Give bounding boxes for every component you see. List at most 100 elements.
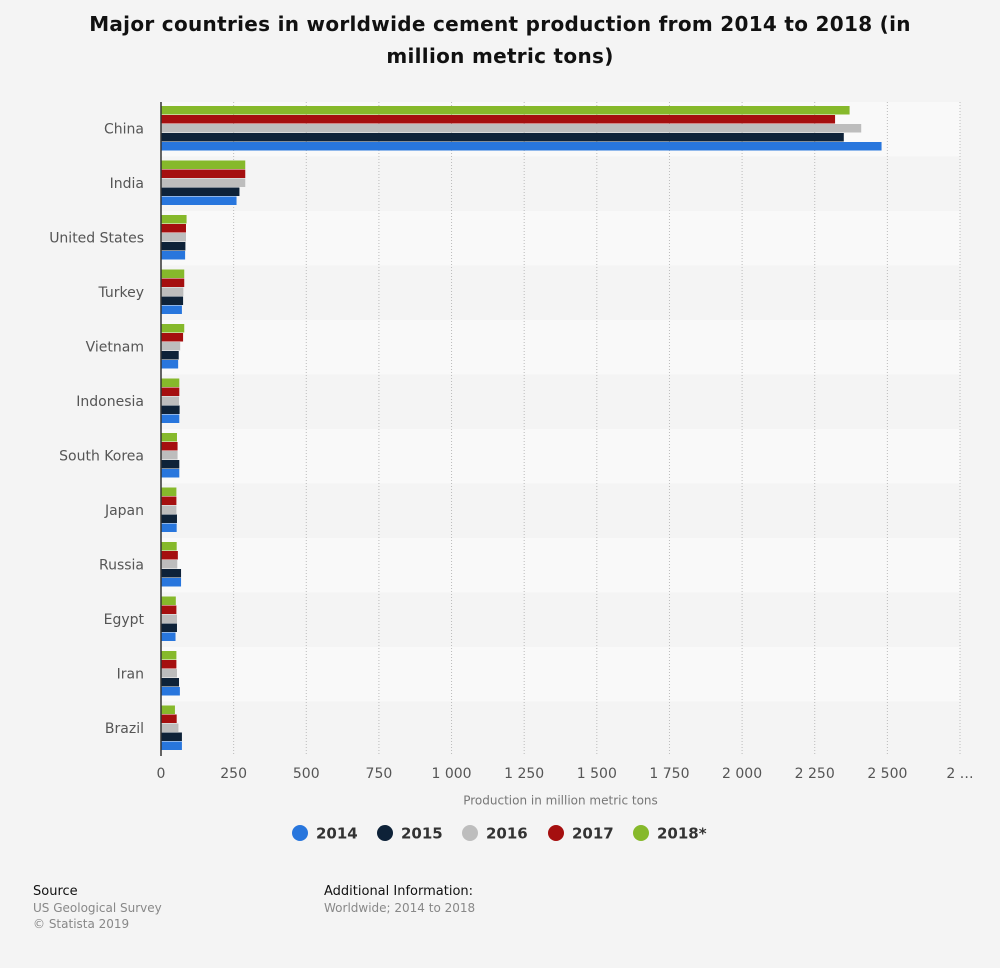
bar [161,660,177,669]
bar [161,251,186,260]
legend-marker [292,825,308,841]
y-tick-label: Indonesia [76,394,144,410]
bar [161,142,882,151]
y-tick-label: India [110,176,144,192]
legend-marker [377,825,393,841]
bar [161,578,182,587]
bar [161,451,178,460]
bar [161,469,180,478]
legend-label: 2018* [657,825,707,843]
row-band [161,429,960,484]
legend-label: 2017 [572,825,614,843]
info: Worldwide; 2014 to 2018 [324,901,476,915]
x-tick-label: 1 500 [577,766,617,782]
bar [161,324,185,333]
source-block: Source US Geological Survey © Statista 2… [33,883,162,932]
legend-marker [633,825,649,841]
bar [161,342,181,351]
bar [161,496,177,505]
bar [161,124,862,133]
x-tick-label: 1 250 [504,766,544,782]
bar [161,196,237,205]
y-tick-label: South Korea [59,448,144,464]
x-tick-label: 2 500 [867,766,907,782]
bar [161,605,177,614]
bar [161,396,180,405]
x-tick-label: 1 750 [649,766,689,782]
bar [161,414,180,423]
legend-label: 2014 [316,825,358,843]
bar [161,178,246,187]
x-tick-label: 750 [366,766,393,782]
bar [161,623,177,632]
info-title: Additional Information: [324,884,474,899]
bar [161,569,182,578]
info-block: Additional Information: Worldwide; 2014 … [324,883,475,916]
row-band [161,265,960,320]
legend-label: 2016 [486,825,528,843]
x-axis-label: Production in million metric tons [463,794,658,808]
bar [161,187,240,196]
y-tick-label: Turkey [97,285,144,301]
bar [161,433,177,442]
y-tick-label: China [104,121,144,137]
x-tick-label: 2 250 [795,766,835,782]
bar [161,215,187,224]
bar [161,305,182,314]
bar [161,160,246,169]
bar [161,596,176,605]
y-tick-label: Vietnam [86,339,144,355]
x-tick-label: 250 [220,766,247,782]
x-tick-label: 500 [293,766,320,782]
bar [161,115,836,124]
bar [161,732,182,741]
bar [161,523,177,532]
y-tick-label: United States [49,230,144,246]
bar [161,360,179,369]
bar [161,460,180,469]
y-tick-label: Egypt [104,612,145,628]
copyright: © Statista 2019 [33,917,130,931]
bar [161,378,180,387]
row-band [161,701,960,756]
bar [161,651,177,660]
bar [161,741,182,750]
bar [161,278,185,287]
y-tick-label: Russia [99,557,144,573]
bar [161,723,179,732]
bar [161,560,178,569]
bar [161,687,180,696]
chart-title: Major countries in worldwide cement prod… [89,12,911,68]
bar [161,296,184,305]
x-tick-label: 0 [157,766,166,782]
bar [161,614,177,623]
source-title: Source [33,884,78,899]
bar [161,542,177,551]
legend-marker [462,825,478,841]
bar [161,714,177,723]
y-tick-label: Japan [104,503,144,519]
row-band [161,538,960,593]
bar [161,351,179,360]
y-tick-label: Brazil [105,721,144,737]
x-tick-label: 2 000 [722,766,762,782]
bar [161,487,177,496]
bar [161,169,246,178]
chart: 0 250 500 750 1 000 1 250 1 500 1 750 2 000 2 250… [49,102,974,843]
legend-label: 2015 [401,825,443,843]
x-tick-label: 1 000 [431,766,471,782]
row-band [161,374,960,429]
bar [161,133,844,142]
row-band [161,483,960,538]
legend-marker [548,825,564,841]
row-band [161,592,960,647]
bar [161,269,185,278]
bar [161,242,186,251]
bar [161,669,177,678]
bar [161,333,184,342]
row-band [161,647,960,702]
bar [161,678,180,687]
source: US Geological Survey [33,901,162,915]
bar [161,405,180,414]
